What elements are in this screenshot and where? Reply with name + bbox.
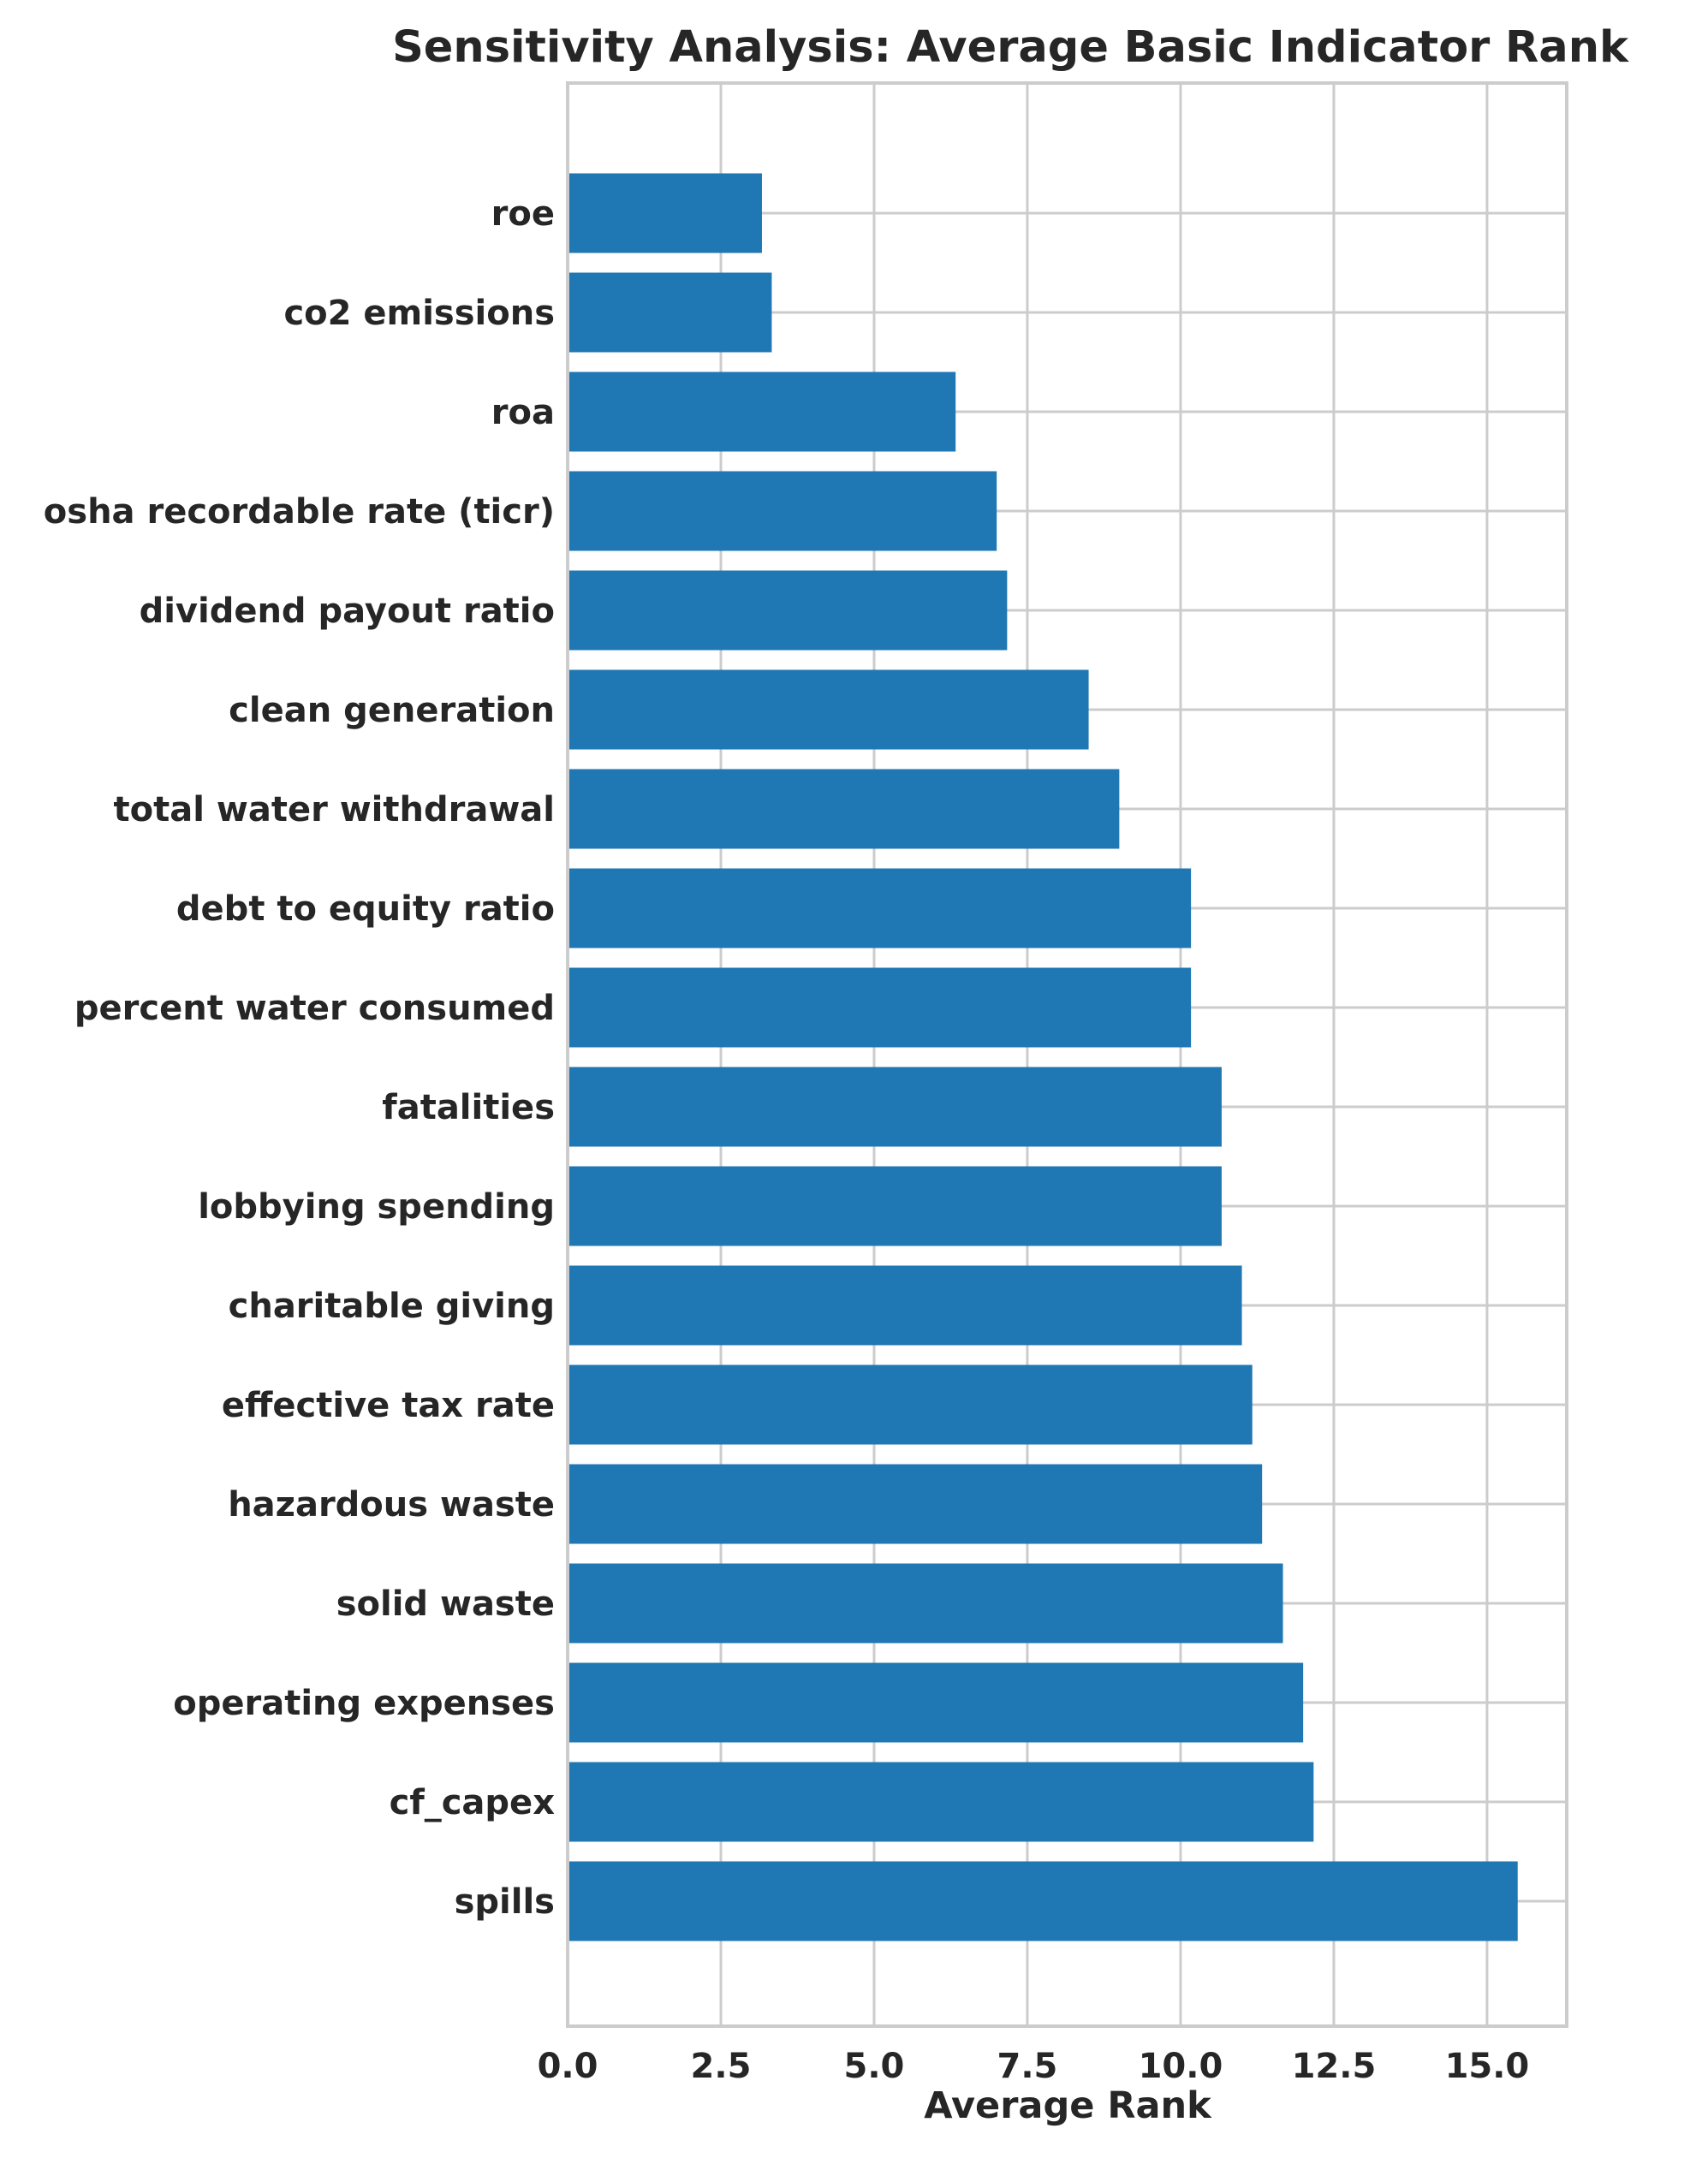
bar	[568, 173, 762, 253]
bar	[568, 570, 1008, 651]
y-tick-label: dividend payout ratio	[140, 592, 555, 631]
x-tick-label: 5.0	[844, 2047, 905, 2086]
bar	[568, 1166, 1222, 1246]
bar	[568, 1762, 1314, 1842]
y-tick-label: fatalities	[382, 1088, 555, 1127]
bar	[568, 868, 1192, 948]
bar	[568, 1662, 1304, 1743]
bar	[568, 272, 772, 353]
x-tick-label: 0.0	[538, 2047, 598, 2086]
y-tick-label: osha recordable rate (ticr)	[44, 492, 555, 532]
y-tick-label: charitable giving	[229, 1287, 555, 1326]
bar	[568, 1563, 1283, 1644]
x-tick-label: 7.5	[997, 2047, 1058, 2086]
y-tick-label: co2 emissions	[283, 294, 555, 333]
bar	[568, 967, 1192, 1048]
y-tick-label: solid waste	[336, 1584, 555, 1624]
y-tick-label: debt to equity ratio	[176, 889, 555, 929]
bar	[568, 1067, 1222, 1147]
y-tick-label: spills	[455, 1882, 555, 1922]
bar	[568, 372, 956, 452]
y-tick-label: hazardous waste	[228, 1485, 555, 1525]
bar	[568, 669, 1089, 750]
bars	[568, 173, 1518, 1941]
plot-frame	[566, 81, 1568, 2028]
y-tick-label: roe	[491, 194, 555, 234]
x-axis-label: Average Rank	[924, 2084, 1212, 2127]
y-tick-label: effective tax rate	[222, 1386, 555, 1425]
y-tick-label: cf_capex	[390, 1783, 556, 1822]
bar	[568, 1464, 1263, 1544]
y-tick-label: roa	[491, 393, 555, 432]
y-tick-label: total water withdrawal	[114, 790, 555, 829]
bar	[568, 1265, 1242, 1346]
chart-title: Sensitivity Analysis: Average Basic Indi…	[392, 22, 1629, 73]
y-tick-label: lobbying spending	[198, 1187, 555, 1227]
x-tick-label: 12.5	[1292, 2047, 1377, 2086]
y-axis-tick-labels: roe co2 emissions roa osha recordable rate …	[44, 194, 555, 1922]
x-tick-label: 2.5	[691, 2047, 752, 2086]
x-tick-label: 15.0	[1445, 2047, 1530, 2086]
bar	[568, 471, 997, 551]
y-tick-label: clean generation	[229, 691, 555, 730]
bar	[568, 1861, 1518, 1941]
y-tick-label: percent water consumed	[74, 989, 555, 1028]
x-axis-tick-labels: 0.0 2.5 5.0 7.5 10.0 12.5 15.0	[538, 2047, 1530, 2086]
bar	[568, 1364, 1253, 1445]
bar	[568, 769, 1120, 849]
x-tick-label: 10.0	[1139, 2047, 1223, 2086]
y-tick-label: operating expenses	[173, 1684, 555, 1723]
